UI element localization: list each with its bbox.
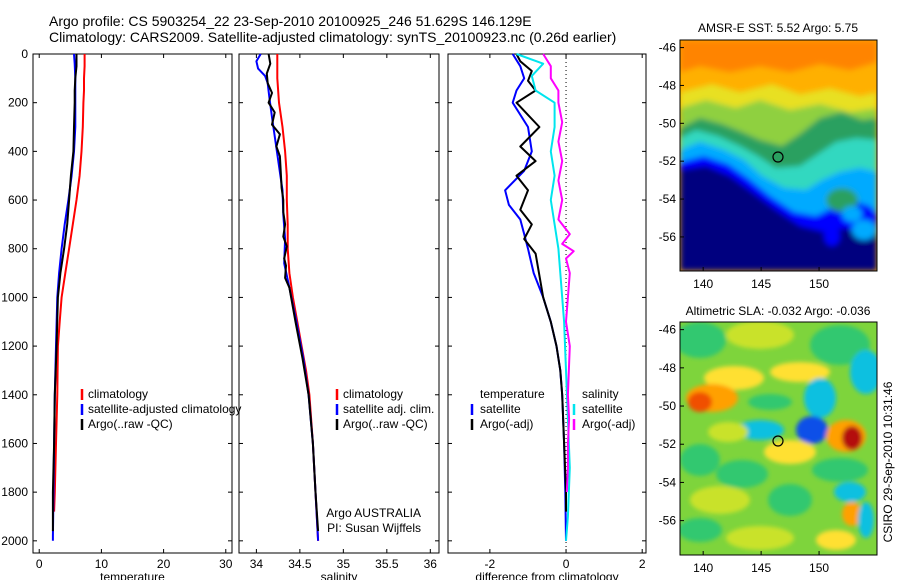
temperature-legend-label: Argo(..raw -QC) bbox=[88, 417, 173, 431]
temperature-y-tick-label: 800 bbox=[8, 242, 28, 256]
difference-x-tick-label: 0 bbox=[563, 557, 570, 571]
sst_map-y-tick-label: -52 bbox=[659, 154, 677, 168]
side-timestamp: CSIRO 29-Sep-2010 10:31:46 bbox=[881, 381, 895, 542]
temperature-y-tick-label: 2000 bbox=[1, 534, 28, 548]
difference-series-salinity-argo-adj- bbox=[542, 53, 575, 493]
sla-map-panel: Altimetric SLA: -0.032 Argo: -0.036 bbox=[659, 304, 878, 575]
salinity-legend-label: climatology bbox=[343, 387, 403, 401]
difference-legend-label: satellite bbox=[582, 402, 623, 416]
difference-profile-panel: -2 0 2 difference from climatology temperatu… bbox=[447, 53, 647, 580]
title-line-1: Argo profile: CS 5903254_22 23-Sep-2010 … bbox=[49, 13, 532, 29]
sla_map-y-tick-label: -46 bbox=[659, 323, 677, 337]
sla_map-x-tick-label: 140 bbox=[693, 561, 713, 575]
salinity-x-tick-label: 36 bbox=[424, 557, 438, 571]
temperature-series-argo-raw-qc- bbox=[51, 54, 78, 532]
difference-legend-label: satellite bbox=[480, 402, 521, 416]
temperature-profile-panel: 0 10 20 30 0 200 400 600 800 1000 1200 1400 1600 1800… bbox=[1, 47, 241, 580]
salinity-x-axis-label: salinity bbox=[321, 570, 358, 580]
salinity-x-tick-label: 35 bbox=[337, 557, 351, 571]
difference-legend-header: temperature bbox=[480, 387, 545, 401]
sla-map-title: Altimetric SLA: -0.032 Argo: -0.036 bbox=[686, 304, 871, 318]
salinity-x-tick-label: 34 bbox=[250, 557, 264, 571]
sla_map-x-tick-label: 150 bbox=[809, 561, 829, 575]
sst-map-title: AMSR-E SST: 5.52 Argo: 5.75 bbox=[698, 21, 858, 35]
temperature-legend-label: climatology bbox=[88, 387, 148, 401]
temperature-legend-label: satellite-adjusted climatology bbox=[88, 402, 241, 416]
sst_map-x-tick-label: 140 bbox=[693, 277, 713, 291]
salinity-annotation: Argo AUSTRALIA bbox=[326, 506, 421, 520]
difference-legend-label: Argo(-adj) bbox=[480, 417, 533, 431]
sla-argo-location-marker bbox=[772, 435, 784, 447]
sst_map-x-tick-label: 150 bbox=[809, 277, 829, 291]
temperature-y-tick-label: 1000 bbox=[1, 290, 28, 304]
salinity-legend-label: satellite adj. clim. bbox=[343, 402, 434, 416]
difference-series-temperature-argo-adj- bbox=[515, 53, 567, 512]
difference-series-temperature-satellite bbox=[504, 53, 567, 541]
temperature-y-tick-label: 0 bbox=[21, 47, 28, 61]
salinity-annotation: PI: Susan Wijffels bbox=[327, 521, 421, 535]
sst-argo-location-marker bbox=[772, 151, 784, 163]
salinity-legend-label: Argo(..raw -QC) bbox=[343, 417, 428, 431]
sla_map-y-tick-label: -52 bbox=[659, 437, 677, 451]
salinity-x-tick-label: 34.5 bbox=[288, 557, 312, 571]
temperature-y-tick-label: 1600 bbox=[1, 436, 28, 450]
salinity-plot-frame bbox=[238, 53, 440, 554]
difference-series-salinity-satellite bbox=[516, 53, 571, 541]
sla_map-y-tick-label: -50 bbox=[659, 399, 677, 413]
sst-heatmap bbox=[680, 40, 877, 271]
difference-x-tick-label: -2 bbox=[485, 557, 496, 571]
sst_map-y-tick-label: -50 bbox=[659, 116, 677, 130]
sst-map-panel: AMSR-E SST: 5.52 Argo: 5.75 140 145 150 -46… bbox=[659, 21, 878, 291]
temperature-y-tick-label: 200 bbox=[8, 96, 28, 110]
temperature-y-tick-label: 1200 bbox=[1, 339, 28, 353]
temperature-y-tick-label: 1400 bbox=[1, 388, 28, 402]
sst_map-y-tick-label: -46 bbox=[659, 41, 677, 55]
difference-x-axis-label: difference from climatology bbox=[475, 570, 618, 580]
salinity-series-argo-raw-qc- bbox=[265, 53, 320, 532]
temperature-x-tick-label: 30 bbox=[219, 557, 233, 571]
sst_map-y-tick-label: -56 bbox=[659, 230, 677, 244]
temperature-plot-frame bbox=[32, 53, 233, 554]
salinity-series-climatology bbox=[276, 54, 320, 541]
difference-legend-label: Argo(-adj) bbox=[582, 417, 635, 431]
salinity-series-satellite-adj-clim- bbox=[255, 53, 320, 541]
sla_map-x-tick-label: 145 bbox=[751, 561, 771, 575]
sst_map-y-tick-label: -54 bbox=[659, 192, 677, 206]
difference-plot-frame bbox=[447, 53, 647, 554]
difference-x-tick-label: 2 bbox=[639, 557, 646, 571]
salinity-x-tick-label: 35.5 bbox=[375, 557, 399, 571]
sla_map-y-tick-label: -56 bbox=[659, 514, 677, 528]
salinity-profile-panel: 34 34.5 35 35.5 36 salinity climatologysatelli… bbox=[238, 53, 440, 580]
temperature-x-axis-label: temperature bbox=[100, 570, 165, 580]
sla-heatmap bbox=[680, 322, 877, 555]
temperature-y-tick-label: 600 bbox=[8, 193, 28, 207]
temperature-x-tick-label: 10 bbox=[95, 557, 109, 571]
temperature-series-climatology bbox=[53, 54, 86, 512]
temperature-x-tick-label: 20 bbox=[157, 557, 171, 571]
temperature-x-tick-label: 0 bbox=[36, 557, 43, 571]
title-line-2: Climatology: CARS2009. Satellite-adjuste… bbox=[49, 29, 616, 45]
sst_map-x-tick-label: 145 bbox=[751, 277, 771, 291]
temperature-y-tick-label: 400 bbox=[8, 144, 28, 158]
sla_map-y-tick-label: -48 bbox=[659, 361, 677, 375]
sst_map-y-tick-label: -48 bbox=[659, 78, 677, 92]
difference-legend-header: salinity bbox=[582, 387, 619, 401]
temperature-y-tick-label: 1800 bbox=[1, 485, 28, 499]
sla_map-y-tick-label: -54 bbox=[659, 475, 677, 489]
